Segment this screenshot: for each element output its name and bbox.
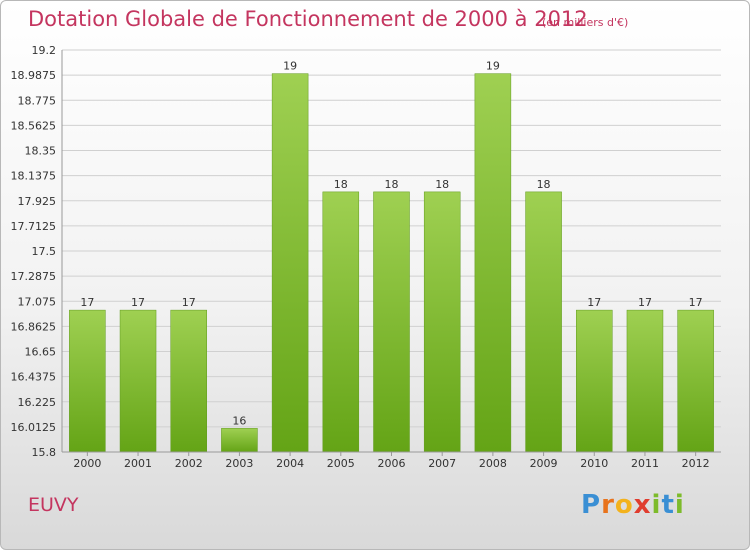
y-tick-label: 16.65 — [25, 346, 57, 359]
x-tick-label: 2006 — [378, 457, 406, 470]
y-tick-label: 16.8625 — [11, 320, 57, 333]
bar-2008[interactable] — [474, 73, 512, 453]
y-tick-label: 18.775 — [18, 94, 57, 107]
x-tick-label: 2007 — [428, 457, 456, 470]
y-tick-label: 18.35 — [25, 145, 57, 158]
y-tick-label: 16.225 — [18, 396, 57, 409]
x-tick-label: 2001 — [124, 457, 152, 470]
axes — [61, 50, 721, 456]
bar-2002[interactable] — [170, 309, 207, 453]
y-tick-label: 19.2 — [32, 44, 57, 57]
x-tick-label: 2000 — [73, 457, 101, 470]
data-label: 17 — [689, 296, 703, 309]
logo-letter: x — [633, 490, 652, 520]
logo-letter: r — [601, 490, 615, 520]
bar-2006[interactable] — [373, 191, 410, 453]
y-tick-label: 17.075 — [18, 295, 57, 308]
chart-unit: (en milliers d'€) — [542, 16, 629, 29]
x-tick-label: 2004 — [276, 457, 304, 470]
x-tick-label: 2011 — [631, 457, 659, 470]
data-label: 19 — [486, 60, 500, 73]
logo-letter: i — [674, 490, 685, 520]
data-label: 17 — [182, 296, 196, 309]
data-label: 18 — [334, 178, 348, 191]
bar-2003[interactable] — [221, 428, 258, 453]
bar-2007[interactable] — [423, 191, 461, 453]
y-tick-label: 17.5 — [32, 245, 57, 258]
x-tick-label: 2002 — [175, 457, 203, 470]
bar-2012[interactable] — [677, 309, 714, 453]
y-tick-label: 16.0125 — [11, 421, 57, 434]
bar-2011[interactable] — [626, 309, 664, 453]
x-tick-label: 2003 — [225, 457, 253, 470]
bar-2001[interactable] — [119, 309, 157, 453]
x-tick-label: 2009 — [530, 457, 558, 470]
y-tick-label: 17.2875 — [11, 270, 57, 283]
x-tick-label: 2012 — [682, 457, 710, 470]
bar-2004[interactable] — [271, 73, 309, 453]
data-label: 17 — [131, 296, 145, 309]
proxiti-logo[interactable]: Proxiti — [581, 490, 685, 520]
data-label: 18 — [435, 178, 449, 191]
logo-letter: i — [651, 490, 662, 520]
y-tick-label: 18.5625 — [11, 119, 57, 132]
y-tick-label: 15.8 — [32, 446, 57, 459]
data-label: 16 — [232, 414, 246, 427]
logo-letter: t — [661, 490, 675, 520]
place-name: EUVY — [28, 494, 79, 516]
chart-title: Dotation Globale de Fonctionnement de 20… — [28, 7, 588, 31]
x-tick-label: 2005 — [327, 457, 355, 470]
bar-2005[interactable] — [322, 191, 360, 453]
logo-letter: o — [614, 490, 634, 520]
data-label: 19 — [283, 60, 297, 73]
bar-2009[interactable] — [525, 191, 562, 453]
y-tick-label: 18.1375 — [11, 170, 57, 183]
bar-2010[interactable] — [576, 309, 613, 453]
data-label: 17 — [638, 296, 652, 309]
y-tick-label: 17.925 — [18, 195, 57, 208]
data-label: 17 — [80, 296, 94, 309]
y-tick-label: 16.4375 — [11, 371, 57, 384]
bars — [69, 73, 714, 453]
y-tick-label: 18.9875 — [11, 69, 57, 82]
y-tick-label: 17.7125 — [11, 220, 57, 233]
bar-2000[interactable] — [69, 309, 106, 453]
labels: 15.8 16.0125 16.225 16.4375 16.65 16.8625 17.0… — [11, 44, 710, 470]
data-label: 18 — [385, 178, 399, 191]
data-label: 17 — [587, 296, 601, 309]
data-label: 18 — [537, 178, 551, 191]
x-tick-label: 2010 — [580, 457, 608, 470]
x-tick-label: 2008 — [479, 457, 507, 470]
logo-letter: P — [581, 490, 602, 520]
